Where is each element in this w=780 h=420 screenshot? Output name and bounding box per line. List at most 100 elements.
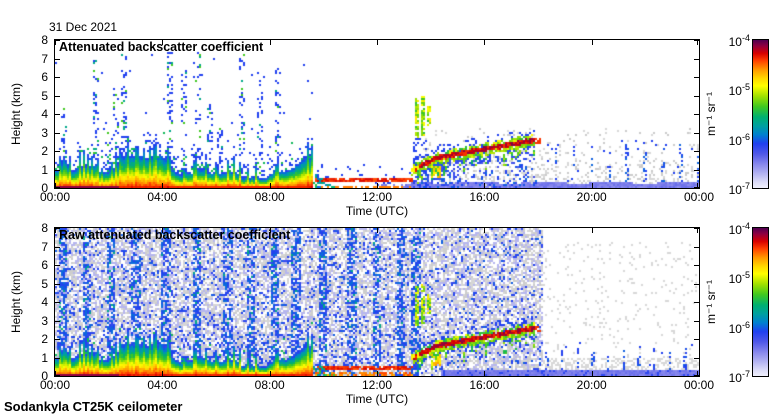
- axis-tick: [55, 133, 60, 134]
- axis-tick: [592, 228, 593, 233]
- x-tick-label: 12:00: [361, 378, 393, 392]
- axis-tick: [694, 151, 699, 152]
- axis-tick: [55, 170, 60, 171]
- axis-tick: [55, 339, 60, 340]
- axis-tick: [694, 59, 699, 60]
- axis-tick: [694, 40, 699, 41]
- raw-heatmap-canvas: [55, 228, 699, 376]
- y-tick-label: 6: [41, 70, 48, 84]
- y-tick-label: 0: [41, 181, 48, 195]
- axis-tick: [694, 339, 699, 340]
- axis-tick: [694, 321, 699, 322]
- axis-tick: [484, 40, 485, 45]
- axis-tick: [694, 170, 699, 171]
- y-tick-label: 1: [41, 162, 48, 177]
- axis-tick: [55, 151, 60, 152]
- height-axis-label: Height (km): [9, 83, 23, 146]
- axis-tick: [694, 375, 699, 376]
- axis-tick: [697, 228, 698, 233]
- y-tick-label: 4: [41, 107, 48, 121]
- axis-tick: [694, 77, 699, 78]
- axis-tick: [162, 183, 163, 188]
- colorbar-tick-label: 10-6: [702, 132, 750, 148]
- axis-tick: [55, 187, 60, 188]
- axis-tick: [694, 284, 699, 285]
- x-tick-label: 20:00: [576, 190, 607, 204]
- colorbar-tick-base: 10: [728, 272, 742, 287]
- colorbar-tick-label: 10-5: [702, 82, 750, 98]
- axis-tick: [55, 77, 60, 78]
- raw-panel-title: Raw attenuated backscatter coefficient: [59, 228, 291, 242]
- time-axis-label: Time (UTC): [345, 204, 409, 218]
- axis-tick: [694, 302, 699, 303]
- axis-tick: [694, 96, 699, 97]
- colorbar-tick-exponent: -6: [741, 319, 750, 330]
- axis-tick: [694, 187, 699, 188]
- axis-tick: [162, 371, 163, 376]
- y-tick-label: 2: [41, 332, 48, 346]
- axis-tick: [697, 371, 698, 376]
- colorbar-tick-label: 10-6: [702, 320, 750, 336]
- colorbar-tick-exponent: -6: [741, 131, 750, 142]
- y-tick-label: 5: [41, 276, 48, 291]
- attenuated-panel-title: Attenuated backscatter coefficient: [59, 40, 264, 54]
- axis-tick: [377, 228, 378, 233]
- colorbar-tick-base: 10: [728, 183, 742, 197]
- y-tick-label: 1: [41, 350, 48, 365]
- axis-tick: [55, 183, 56, 188]
- colorbar-bottom: [752, 227, 769, 377]
- axis-tick: [694, 228, 699, 229]
- instrument-label: Sodankyla CT25K ceilometer: [4, 399, 183, 414]
- axis-tick: [55, 371, 56, 376]
- axis-tick: [55, 59, 60, 60]
- x-tick-label: 12:00: [361, 190, 393, 204]
- x-tick-label: 00:00: [683, 190, 715, 204]
- x-tick-label: 08:00: [254, 190, 285, 204]
- y-tick-label: 7: [41, 51, 48, 66]
- axis-tick: [55, 228, 60, 229]
- axis-tick: [270, 228, 271, 233]
- axis-tick: [697, 183, 698, 188]
- axis-tick: [270, 40, 271, 45]
- axis-tick: [484, 228, 485, 233]
- axis-tick: [55, 40, 56, 45]
- axis-tick: [484, 183, 485, 188]
- axis-tick: [592, 40, 593, 45]
- colorbar-tick-label: 10-7: [702, 369, 750, 385]
- axis-tick: [270, 371, 271, 376]
- y-tick-label: 5: [41, 88, 48, 103]
- colorbar-tick-base: 10: [728, 223, 742, 237]
- axis-tick: [484, 371, 485, 376]
- attenuated-panel: Attenuated backscatter coefficient: [54, 39, 700, 189]
- colorbar-unit-label: m⁻¹ sr⁻¹: [704, 280, 718, 324]
- axis-tick: [377, 371, 378, 376]
- colorbar-unit-label: m⁻¹ sr⁻¹: [704, 92, 718, 136]
- axis-tick: [694, 265, 699, 266]
- date-label: 31 Dec 2021: [49, 20, 118, 34]
- raw-panel: Raw attenuated backscatter coefficient: [54, 227, 700, 377]
- axis-tick: [694, 114, 699, 115]
- axis-tick: [55, 40, 60, 41]
- colorbar-tick-exponent: -7: [741, 181, 750, 191]
- y-tick-label: 4: [41, 295, 48, 309]
- axis-tick: [592, 183, 593, 188]
- y-tick-label: 7: [41, 239, 48, 254]
- axis-tick: [377, 40, 378, 45]
- x-tick-label: 04:00: [147, 190, 178, 204]
- axis-tick: [55, 321, 60, 322]
- y-tick-label: 8: [41, 221, 48, 235]
- height-axis-label: Height (km): [9, 271, 23, 334]
- colorbar-top: [752, 39, 769, 189]
- axis-tick: [55, 358, 60, 359]
- axis-tick: [697, 40, 698, 45]
- axis-tick: [377, 183, 378, 188]
- colorbar-tick-label: 10-4: [702, 221, 750, 237]
- axis-tick: [55, 114, 60, 115]
- x-tick-label: 00:00: [39, 190, 71, 204]
- colorbar-tick-exponent: -5: [741, 82, 750, 93]
- x-tick-label: 16:00: [469, 190, 500, 204]
- colorbar-tick-label: 10-5: [702, 270, 750, 286]
- attenuated-heatmap-canvas: [55, 40, 699, 188]
- colorbar-tick-base: 10: [728, 133, 742, 148]
